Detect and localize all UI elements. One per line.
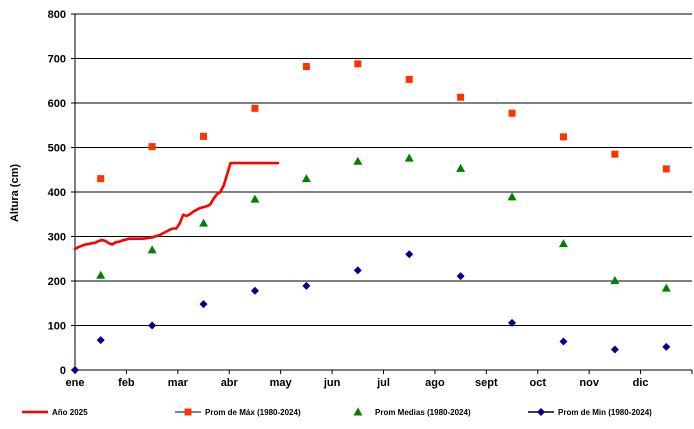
y-tick-label: 400 <box>48 187 66 199</box>
data-point <box>251 104 259 112</box>
data-point <box>404 153 414 162</box>
data-point <box>250 286 259 295</box>
x-tick-label: nov <box>579 377 599 389</box>
data-point <box>559 133 567 141</box>
x-tick-label: sept <box>475 377 498 389</box>
legend-swatch <box>184 408 192 416</box>
data-point <box>508 318 517 327</box>
data-point <box>250 194 260 203</box>
y-tick-label: 200 <box>48 276 66 288</box>
data-point <box>301 174 311 183</box>
legend-label: Año 2025 <box>52 408 88 417</box>
x-tick-label: jun <box>323 377 341 389</box>
data-point <box>199 218 209 227</box>
data-point <box>96 336 105 345</box>
x-tick-label: jul <box>376 377 390 389</box>
data-point <box>96 270 106 279</box>
x-axis: ene feb mar abr may jun jul ago sept oct nov dic <box>66 369 693 389</box>
series-2 <box>96 153 671 292</box>
data-point <box>200 132 208 140</box>
data-point <box>354 60 362 68</box>
x-tick-label: mar <box>168 377 189 389</box>
legend-label: Prom Medias (1980-2024) <box>375 408 471 417</box>
y-axis-title: Altura (cm) <box>9 164 21 222</box>
data-point <box>610 345 619 354</box>
gridlines <box>75 13 692 326</box>
legend-swatch <box>353 407 363 416</box>
data-point <box>147 245 157 254</box>
data-point <box>353 156 363 165</box>
data-point <box>662 165 670 173</box>
data-point <box>611 150 619 158</box>
x-tick-label: ene <box>66 377 85 389</box>
y-tick-label: 500 <box>48 143 66 155</box>
series-layer <box>71 60 671 374</box>
data-point <box>353 266 362 275</box>
legend: Año 2025 Prom de Máx (1980-2024) Prom Medi… <box>22 407 652 417</box>
y-tick-label: 0 <box>60 365 66 377</box>
data-point <box>456 163 466 172</box>
data-point <box>508 109 516 117</box>
legend-item: Año 2025 <box>22 408 88 417</box>
series-0 <box>73 161 280 251</box>
series-3 <box>71 250 671 374</box>
legend-item: Prom Medias (1980-2024) <box>353 407 471 417</box>
y-axis: 0 100 200 300 400 500 600 700 800 <box>48 9 76 377</box>
x-tick-label: oct <box>530 377 547 389</box>
y-tick-label: 100 <box>48 321 66 333</box>
data-point <box>456 272 465 281</box>
x-tick-label: abr <box>221 377 239 389</box>
y-tick-label: 300 <box>48 232 66 244</box>
y-tick-label: 600 <box>48 98 66 110</box>
data-point <box>662 342 671 351</box>
y-tick-label: 700 <box>48 54 66 66</box>
data-point <box>610 276 620 285</box>
data-point <box>457 93 465 101</box>
x-tick-label: may <box>270 377 293 389</box>
y-tick-label: 800 <box>48 9 66 21</box>
series-line <box>73 161 280 251</box>
data-point <box>558 239 568 248</box>
data-point <box>199 300 208 309</box>
x-tick-label: ago <box>425 377 445 389</box>
data-point <box>302 63 310 71</box>
legend-label: Prom de Min (1980-2024) <box>558 408 652 417</box>
data-point <box>559 337 568 346</box>
legend-label: Prom de Máx (1980-2024) <box>205 408 301 417</box>
data-point <box>148 143 156 151</box>
data-point <box>148 321 157 330</box>
legend-item: Prom de Máx (1980-2024) <box>175 408 301 417</box>
x-tick-label: feb <box>118 377 135 389</box>
data-point <box>71 366 79 374</box>
series-1 <box>97 60 670 183</box>
legend-swatch <box>537 408 545 416</box>
data-point <box>661 283 671 292</box>
data-point <box>507 192 517 201</box>
data-point <box>302 281 311 290</box>
data-point <box>97 175 105 183</box>
data-point <box>405 75 413 83</box>
legend-item: Prom de Min (1980-2024) <box>528 408 652 417</box>
data-point <box>405 250 414 259</box>
x-tick-label: dic <box>633 377 649 389</box>
